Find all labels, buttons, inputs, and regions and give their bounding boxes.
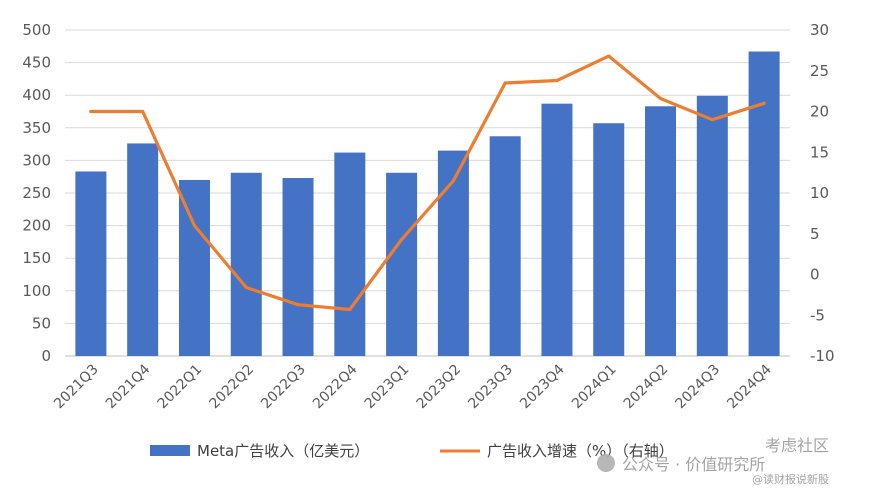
gridlines <box>65 29 790 357</box>
left-tick-label: 50 <box>32 314 51 332</box>
x-tick-label: 2024Q3 <box>673 362 724 413</box>
watermark-text-1: 公众号 · 价值研究所 <box>622 455 765 474</box>
line-series <box>89 54 766 312</box>
x-tick-label: 2022Q2 <box>206 362 257 413</box>
line-point <box>762 101 766 105</box>
x-tick-label: 2021Q3 <box>51 362 102 413</box>
watermark: 考虑社区 公众号 · 价值研究所 @读财报说新股 <box>597 436 829 486</box>
left-tick-label: 150 <box>22 249 51 267</box>
right-tick-label: 25 <box>810 62 829 80</box>
legend-bar-swatch <box>150 445 190 456</box>
x-tick-label: 2023Q4 <box>517 361 568 412</box>
legend-bar-label: Meta广告收入（亿美元） <box>197 442 369 460</box>
growth-line <box>89 54 766 312</box>
right-tick-label: 10 <box>810 184 829 202</box>
watermark-text-2: 考虑社区 <box>765 436 829 455</box>
line-point <box>89 109 93 114</box>
x-tick-label: 2022Q1 <box>155 362 206 413</box>
left-tick-label: 500 <box>22 21 51 39</box>
left-tick-label: 250 <box>22 184 51 202</box>
wechat-icon <box>597 454 615 472</box>
right-tick-label: 5 <box>810 225 820 243</box>
line-point <box>710 118 714 122</box>
bar <box>541 103 573 357</box>
right-tick-label: 30 <box>810 21 829 39</box>
bar <box>282 178 314 356</box>
legend-line-label: 广告收入增速（%）（右轴） <box>487 442 674 460</box>
x-tick-label: 2024Q4 <box>724 361 775 412</box>
left-tick-label: 400 <box>22 86 51 104</box>
line-point <box>244 285 248 290</box>
x-tick-label: 2023Q3 <box>465 362 516 413</box>
bar <box>696 95 728 357</box>
bar <box>489 136 521 356</box>
left-tick-label: 350 <box>22 119 51 137</box>
watermark-text-3: @读财报说新股 <box>752 472 829 486</box>
right-tick-label: -10 <box>810 347 835 365</box>
right-tick-label: -5 <box>810 306 825 324</box>
x-tick-label: 2023Q1 <box>362 362 413 413</box>
line-point <box>451 179 455 183</box>
x-tick-label: 2023Q2 <box>414 362 465 413</box>
bar <box>386 172 418 356</box>
bar <box>748 51 780 357</box>
bar <box>75 171 107 356</box>
right-tick-label: 20 <box>810 103 829 121</box>
x-axis-ticks: 2021Q3 2021Q4 2022Q1 2022Q2 2022Q3 2022Q4 2023… <box>51 361 775 412</box>
bar <box>127 143 159 356</box>
line-point <box>192 224 197 228</box>
left-tick-label: 450 <box>22 54 51 72</box>
line-point <box>503 81 507 85</box>
line-point <box>555 78 559 83</box>
left-tick-label: 0 <box>41 347 51 365</box>
line-point <box>400 237 404 242</box>
right-axis-ticks: -10 -5 0 5 10 15 20 25 30 <box>810 21 835 365</box>
left-tick-label: 300 <box>22 151 51 169</box>
x-tick-label: 2024Q1 <box>569 362 620 413</box>
x-tick-label: 2024Q2 <box>621 362 672 413</box>
legend: Meta广告收入（亿美元） 广告收入增速（%）（右轴） <box>150 442 674 460</box>
bar <box>178 179 210 356</box>
bar <box>230 172 262 356</box>
x-tick-label: 2022Q4 <box>310 361 361 412</box>
x-tick-label: 2022Q3 <box>258 362 309 413</box>
line-point <box>348 307 352 312</box>
left-axis-ticks: 0 50 100 150 200 250 300 350 400 450 500 <box>22 21 51 365</box>
line-point <box>141 109 145 114</box>
left-tick-label: 100 <box>22 282 51 300</box>
bar <box>437 150 469 356</box>
right-tick-label: 15 <box>810 143 829 161</box>
line-point <box>296 303 300 307</box>
bar <box>593 123 625 357</box>
line-point <box>607 54 611 58</box>
x-tick-label: 2021Q4 <box>103 361 154 412</box>
bar-series <box>75 51 780 357</box>
bar <box>334 152 366 356</box>
left-tick-label: 200 <box>22 217 51 235</box>
right-tick-label: 0 <box>810 266 820 284</box>
line-point <box>658 96 663 101</box>
bar <box>645 106 677 356</box>
